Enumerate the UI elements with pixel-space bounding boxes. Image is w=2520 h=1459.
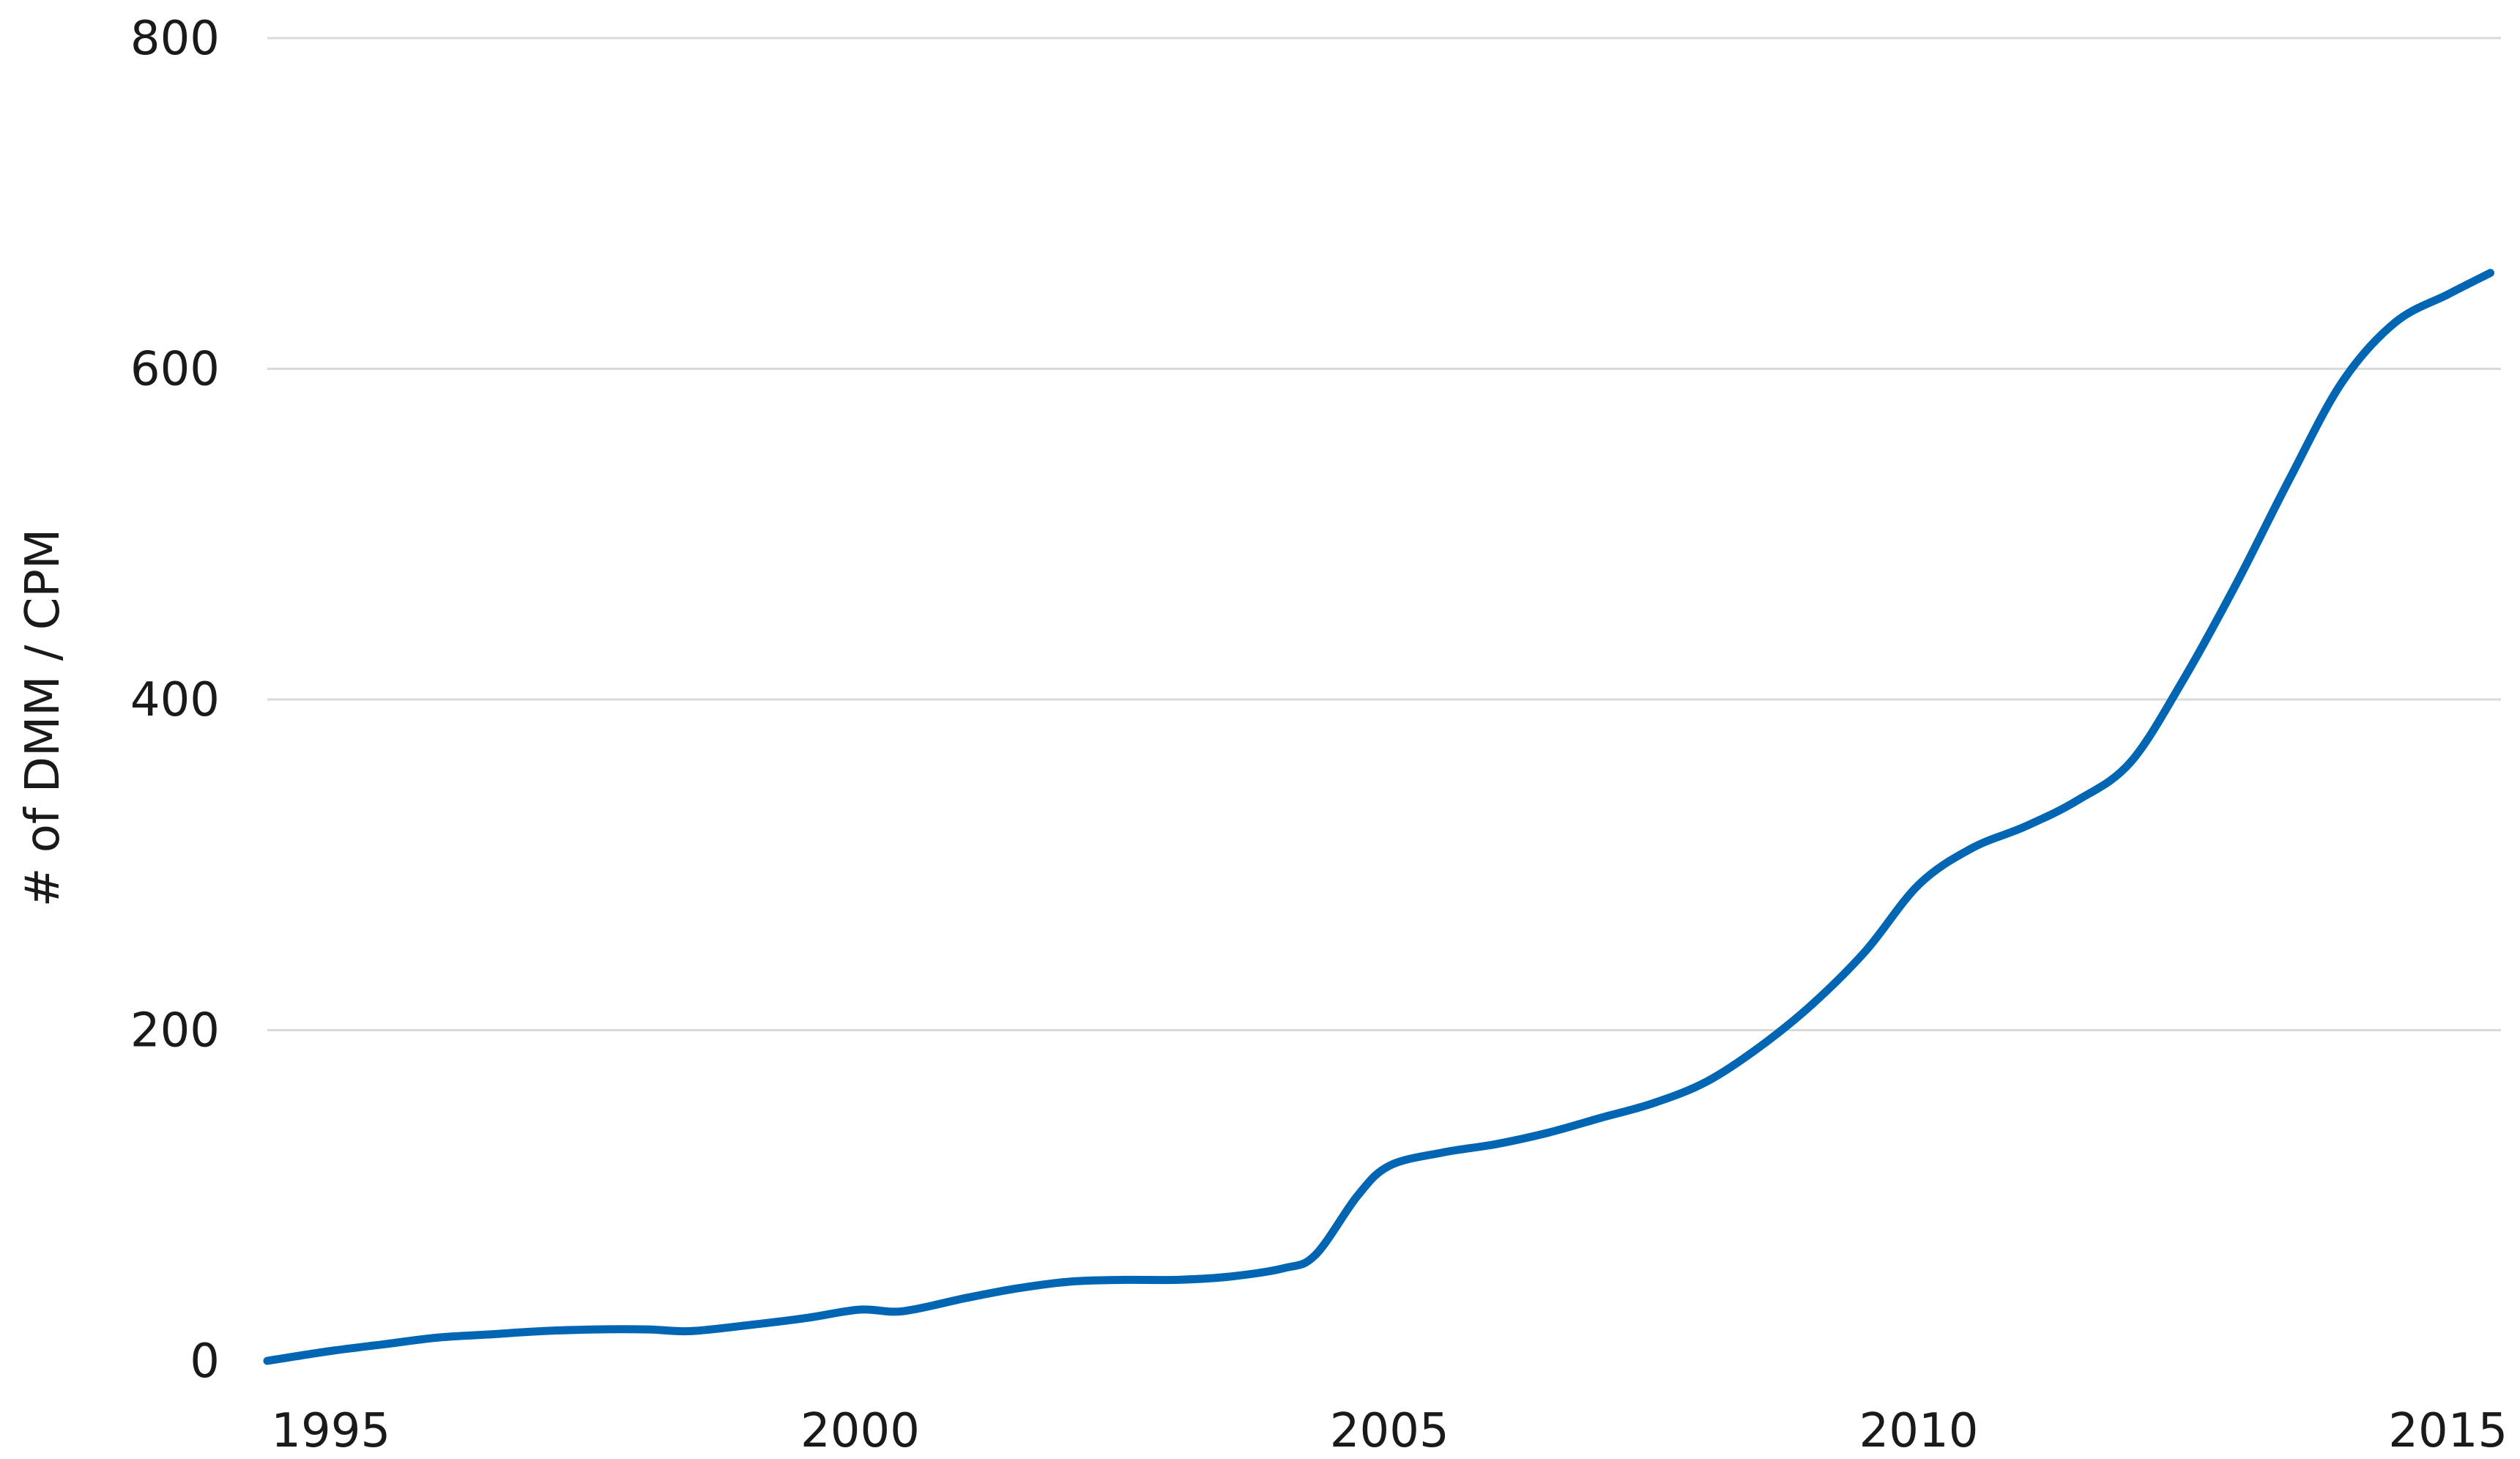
x-tick-label-2005: 2005 xyxy=(1330,1404,1449,1458)
gridlines xyxy=(267,37,2501,1031)
series-line-0 xyxy=(263,269,2494,1365)
x-tick-label-2000: 2000 xyxy=(800,1404,920,1458)
x-tick-label-1995: 1995 xyxy=(271,1404,390,1458)
x-tick-label-2010: 2010 xyxy=(1859,1404,1979,1458)
y-tick-label-0: 0 xyxy=(190,1334,220,1389)
y-axis-title: # of DMM / CPM xyxy=(16,529,70,907)
y-tick-label-800: 800 xyxy=(130,12,220,66)
y-tick-label-600: 600 xyxy=(130,343,220,397)
y-tick-label-400: 400 xyxy=(130,673,220,727)
series-layer xyxy=(263,269,2494,1365)
x-tick-label-2015: 2015 xyxy=(2388,1404,2508,1458)
y-tick-label-200: 200 xyxy=(130,1004,220,1058)
y-axis-tick-labels: 0 200 400 600 800 xyxy=(130,12,220,1389)
x-axis-tick-labels: 1995 2000 2005 2010 2015 xyxy=(271,1404,2508,1458)
